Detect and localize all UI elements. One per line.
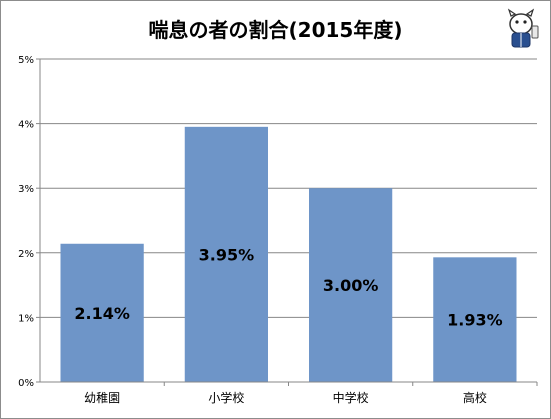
- y-tick-label: 1%: [18, 313, 34, 324]
- bar: [433, 257, 517, 382]
- data-label: 3.00%: [323, 276, 379, 295]
- labels: 0% 1% 2% 3% 4% 5% 幼稚園 2.14% 小学校 3.95% 中学校 3.00% 高校 1.…: [18, 55, 503, 405]
- y-tick-label: 0%: [18, 378, 34, 389]
- data-label: 2.14%: [74, 304, 130, 323]
- y-tick-label: 4%: [18, 120, 34, 131]
- data-label: 3.95%: [199, 245, 255, 264]
- x-tick-label: 中学校: [333, 390, 369, 405]
- bars: [60, 126, 517, 382]
- x-tick-label: 小学校: [208, 390, 244, 405]
- y-tick-label: 3%: [18, 184, 34, 195]
- mascot-character-icon: [497, 4, 545, 52]
- bar: [60, 243, 144, 382]
- x-tick-label: 高校: [463, 390, 487, 405]
- bar: [184, 126, 268, 382]
- y-tick-label: 2%: [18, 249, 34, 260]
- bar: [309, 188, 393, 382]
- y-tick-label: 5%: [18, 55, 34, 66]
- axes: [36, 58, 538, 386]
- x-tick-label: 幼稚園: [84, 391, 120, 405]
- data-label: 1.93%: [447, 311, 503, 330]
- chart-title: 喘息の者の割合(2015年度): [148, 18, 403, 42]
